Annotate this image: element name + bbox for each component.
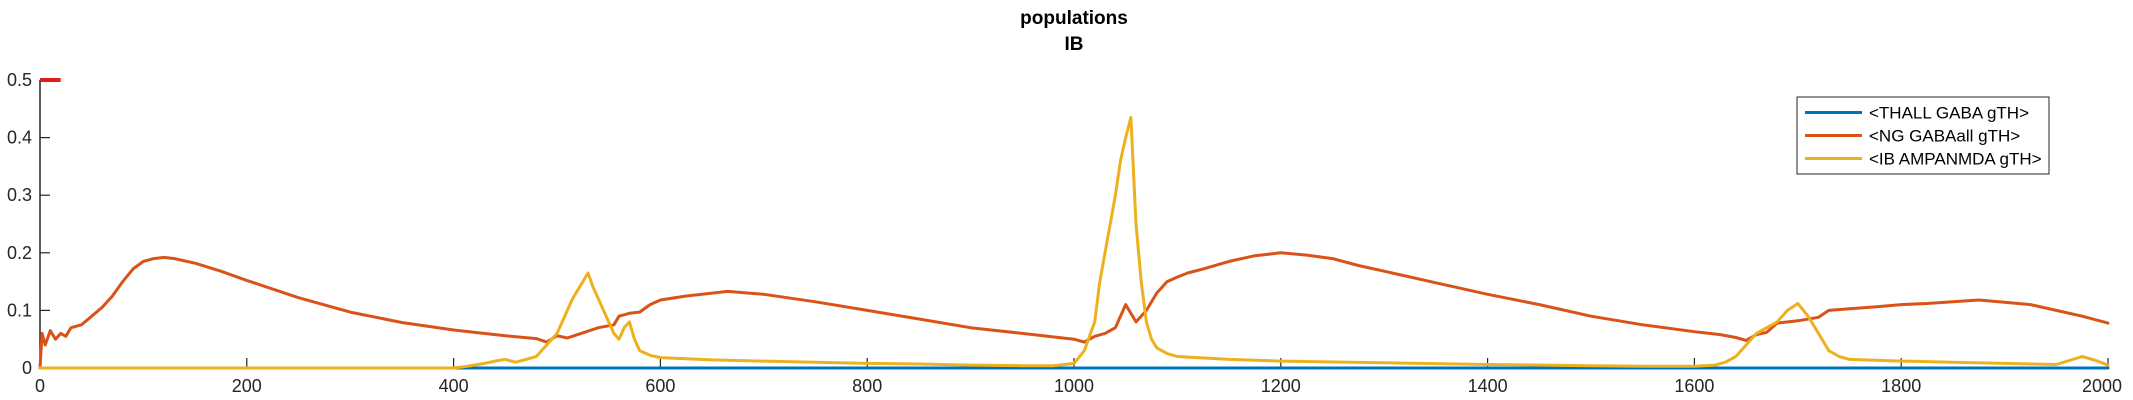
plot-area xyxy=(38,78,2110,370)
x-tick-label: 1200 xyxy=(1261,376,1301,396)
axes: 0 200 400 600 800 1000 1200 1400 1600 1800 2000 0 0.… xyxy=(7,70,2122,396)
legend: <THALL GABA gTH> <NG GABAall gTH> <IB AMPA… xyxy=(1796,96,2050,175)
y-tick-label: 0.5 xyxy=(7,70,32,90)
title-line-2: IB xyxy=(1065,34,1084,55)
x-tick-label: 800 xyxy=(852,376,882,396)
x-tick-label: 600 xyxy=(645,376,675,396)
x-tick-label: 1600 xyxy=(1674,376,1714,396)
x-tick-label: 200 xyxy=(232,376,262,396)
legend-label-1: <THALL GABA gTH> xyxy=(1869,104,2029,123)
y-tick-label: 0.4 xyxy=(7,128,32,148)
series-line-3 xyxy=(38,115,2110,370)
y-tick-label: 0.2 xyxy=(7,243,32,263)
y-tick-label: 0.1 xyxy=(7,300,32,320)
x-tick-label: 400 xyxy=(439,376,469,396)
x-tick-label: 2000 xyxy=(2082,376,2122,396)
x-tick-label: 0 xyxy=(35,376,45,396)
x-tick-label: 1000 xyxy=(1054,376,1094,396)
legend-label-3: <IB AMPANMDA gTH> xyxy=(1869,150,2042,169)
title-line-1: populations xyxy=(1020,8,1128,29)
x-tick-label: 1800 xyxy=(1881,376,1921,396)
series-line-2 xyxy=(38,251,2110,370)
chart-title: populations IB xyxy=(1020,8,1128,55)
y-tick-label: 0 xyxy=(22,358,32,378)
y-tick-label: 0.3 xyxy=(7,185,32,205)
legend-label-2: <NG GABAall gTH> xyxy=(1869,127,2020,146)
x-tick-label: 1400 xyxy=(1468,376,1508,396)
